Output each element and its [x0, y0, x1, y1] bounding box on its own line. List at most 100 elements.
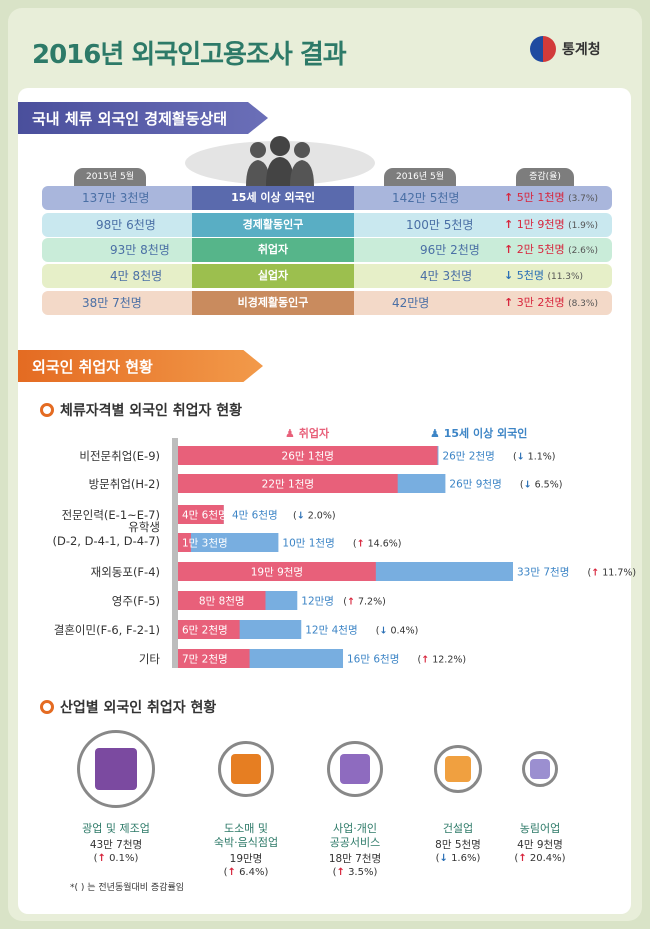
change-percent: 11.7%): [599, 568, 636, 579]
icon-fill: [530, 759, 550, 779]
label-change: (↑ 11.7%): [588, 568, 637, 579]
change-percent: 14.6%): [365, 539, 402, 550]
person-body-3: [290, 160, 314, 186]
bar-employed: [178, 505, 224, 524]
label-change: (↓ 1.1%): [513, 452, 556, 463]
arrow-down-icon: ↓: [524, 480, 532, 491]
industry-name: 농림어업: [519, 822, 561, 835]
industry-change-percent: 0.1%: [105, 853, 135, 864]
change-amount: 1만 9천명: [513, 218, 569, 231]
label-total: 26만 9천명: [449, 479, 501, 491]
arrow-up-icon: ↑: [421, 655, 429, 666]
subheading-industry-text: 산업별 외국인 취업자 현황: [60, 700, 217, 716]
change-amount: 2만 5천명: [513, 243, 569, 256]
icon-fill: [444, 755, 472, 783]
icon-fill: [94, 747, 138, 791]
fish-wheat-icon: [522, 751, 558, 787]
label-employed: 22만 1천명: [262, 479, 314, 491]
label-change: (↓ 2.0%): [293, 511, 336, 522]
paren-open: (: [293, 511, 297, 522]
paren-open: (: [353, 539, 357, 550]
person-head-1: [250, 142, 266, 158]
arrow-down-icon: ↓: [517, 452, 525, 463]
label-total: 26만 2천명: [442, 451, 494, 463]
industry-change-percent: 20.4%: [526, 853, 562, 864]
industry-value: 18만 7천명: [328, 853, 382, 865]
industry-value: 43만 7천명: [89, 839, 143, 851]
change-percent: (8.3%): [568, 299, 598, 309]
category-label: 기타: [139, 652, 161, 666]
bar-employed: [178, 649, 250, 668]
bar-employed: [178, 446, 438, 465]
change-value: ↓ 5천명 (11.3%): [504, 264, 583, 288]
industry-item: 농림어업 4만 9천명 (↑ 20.4%): [480, 751, 600, 866]
label-total: 4만 6천명: [232, 510, 278, 522]
value-2015: 98만 6천명: [96, 218, 156, 232]
arrow-up-icon: ↑: [336, 867, 345, 878]
arrow-up-icon: ↑: [504, 296, 514, 309]
industry-item: 사업·개인 공공서비스 18만 7천명 (↑ 3.5%): [295, 741, 415, 880]
gear-factory-icon: [77, 730, 155, 808]
bar-employed: [178, 562, 376, 581]
industry-change: (↑ 0.1%): [93, 853, 139, 864]
section-marker-icon: [40, 700, 54, 714]
label-change: (↑ 14.6%): [353, 539, 402, 550]
arrow-down-icon: ↓: [379, 626, 387, 637]
logo-text: 통계청: [562, 42, 601, 58]
label-employed: 19만 9천명: [251, 567, 303, 579]
person-body-1: [246, 160, 270, 186]
arrow-up-icon: ↑: [504, 191, 514, 204]
industry-name: 도소매 및 숙박·음식점업: [213, 822, 279, 849]
category-label: 영주(F-5): [112, 594, 160, 608]
bar-total: [178, 533, 279, 552]
legend-employed: ♟ 취업자: [285, 425, 329, 441]
bar-employed: [178, 591, 266, 610]
label-employed: 6만 2천명: [182, 625, 228, 637]
value-2015: 137만 3천명: [82, 191, 150, 205]
category-label: 결혼이민(F-6, F-2-1): [54, 623, 160, 637]
change-percent: 2.0%): [305, 511, 336, 522]
world-map-people-icon: [185, 136, 375, 186]
paren-open: (: [376, 626, 380, 637]
section-heading-status: 국내 체류 외국인 경제활동상태: [18, 102, 268, 134]
industry-value: 19만명: [229, 853, 263, 865]
value-2016: 4만 3천명: [420, 269, 473, 283]
industry-change: (↓ 1.6%): [435, 853, 481, 864]
value-2015: 4만 8천명: [110, 269, 163, 283]
change-percent: 0.4%): [387, 626, 418, 637]
section-marker-icon: [40, 403, 54, 417]
store-icon: [218, 741, 274, 797]
label-change: (↑ 7.2%): [343, 597, 386, 608]
status-row: 4만 8천명 실업자 4만 3천명 ↓ 5천명 (11.3%): [42, 264, 612, 288]
change-percent: (1.9%): [568, 221, 598, 231]
title-text: 외국인고용조사 결과: [131, 40, 346, 70]
taegeuk-icon: [530, 36, 556, 62]
label-total: 12만 4천명: [305, 625, 357, 637]
status-label: 15세 이상 외국인: [192, 186, 354, 210]
arrow-down-icon: ↓: [297, 511, 305, 522]
page-title: 2016년 외국인고용조사 결과: [32, 34, 347, 71]
status-label: 비경제활동인구: [192, 291, 354, 315]
paren-open: (: [520, 480, 524, 491]
label-employed: 7만 2천명: [182, 654, 228, 666]
legend-employed-label: 취업자: [298, 427, 330, 440]
label-change: (↓ 6.5%): [520, 480, 563, 491]
column-2016: 2016년 5월: [384, 168, 456, 186]
change-amount: 5천명: [513, 269, 548, 282]
column-2015: 2015년 5월: [74, 168, 146, 186]
arrow-up-icon: ↑: [504, 243, 514, 256]
arrow-up-icon: ↑: [227, 867, 236, 878]
value-2015: 38만 7천명: [82, 296, 142, 310]
change-value: ↑ 5만 1천명 (3.7%): [504, 186, 598, 210]
industry-name: 건설업: [442, 822, 474, 835]
value-2015: 93만 8천명: [110, 243, 170, 257]
value-2016: 100만 5천명: [406, 218, 474, 232]
industry-change: (↑ 3.5%): [332, 867, 378, 878]
change-value: ↑ 1만 9천명 (1.9%): [504, 213, 598, 237]
value-2016: 96만 2천명: [420, 243, 480, 257]
paren-open: (: [343, 597, 347, 608]
category-label: 비전문취업(E-9): [79, 449, 160, 463]
arrow-up-icon: ↑: [97, 853, 106, 864]
visa-bar-chart: 비전문취업(E-9) 26만 1천명 26만 2천명 (↓ 1.1%)방문취업(H-2…: [53, 438, 637, 668]
status-row: 38만 7천명 비경제활동인구 42만명 ↑ 3만 2천명 (8.3%): [42, 291, 612, 315]
